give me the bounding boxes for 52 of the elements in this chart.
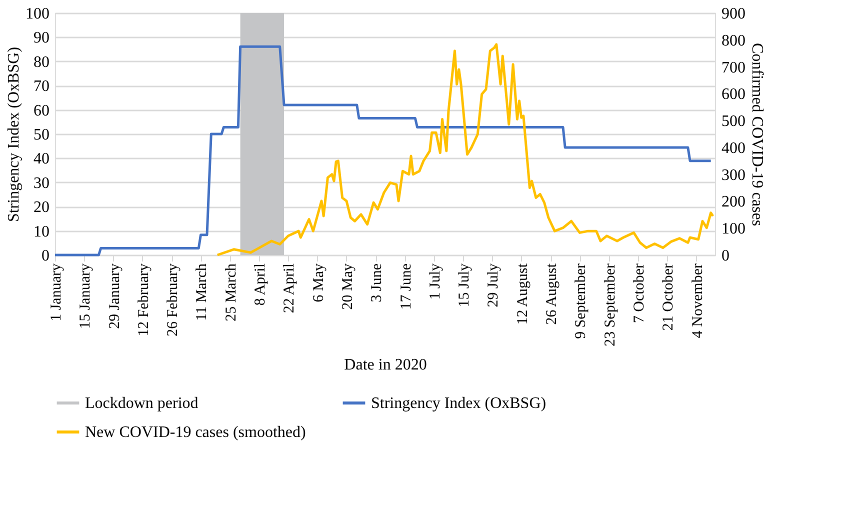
x-tick-label: 25 March: [223, 263, 240, 322]
line-series: [54, 45, 712, 256]
y-tick-label: 80: [34, 54, 50, 71]
y2-tick-label: 300: [722, 166, 746, 184]
x-tick-label: 20 May: [340, 263, 356, 310]
x-tick-label: 6 May: [310, 263, 327, 302]
x-tick-label: 15 July: [456, 263, 473, 308]
legend-label: Lockdown period: [85, 395, 198, 412]
x-tick-label: 12 February: [136, 263, 152, 336]
y-tick-label: 40: [34, 150, 50, 168]
y-tick-label: 10: [34, 223, 50, 240]
y2-tick-label: 800: [722, 32, 746, 50]
x-tick-label: 26 February: [165, 263, 182, 336]
x-tick-label: 29 July: [486, 263, 502, 308]
x-tick-label: 8 April: [252, 264, 269, 306]
y2-tick-label: 900: [722, 6, 746, 22]
x-tick-label: 22 April: [282, 264, 298, 314]
legend-label: New COVID-19 cases (smoothed): [85, 424, 306, 441]
x-tick-label: 3 June: [369, 263, 386, 302]
x-tick-label: 4 November: [690, 263, 706, 338]
y-tick-label: 0: [42, 248, 50, 264]
x-axis-title: Date in 2020: [344, 356, 427, 374]
line-series: [216, 43, 714, 256]
x-tick-label: 15 January: [78, 263, 94, 329]
x-tick-label: 12 August: [514, 262, 531, 325]
x-tick-label: 1 January: [48, 263, 64, 322]
y2-tick-label: 700: [722, 59, 746, 76]
y2-tick-label: 200: [722, 194, 746, 211]
y-axis-title: Stringency Index (OxBSG): [6, 46, 22, 222]
y2-tick-label: 400: [722, 140, 746, 157]
y-tick-label: 90: [34, 30, 50, 47]
y-tick-label: 70: [34, 78, 50, 96]
x-tick-label: 7 October: [631, 263, 648, 324]
x-tick-label: 9 September: [573, 264, 590, 339]
y-tick-label: 30: [34, 174, 50, 192]
x-tick-label: 17 June: [398, 263, 414, 310]
x-tick-label: 11 March: [194, 263, 210, 321]
y2-tick-label: 500: [722, 113, 746, 130]
x-tick-label: 29 January: [106, 263, 123, 329]
x-tick-label: 26 August: [544, 262, 560, 325]
legend-label: Stringency Index (OxBSG): [371, 395, 546, 412]
y-tick-label: 100: [26, 6, 50, 22]
y2-tick-label: 600: [722, 86, 746, 104]
x-tick-label: 23 September: [602, 264, 618, 346]
y2-tick-label: 100: [722, 220, 746, 238]
y-tick-label: 60: [34, 102, 50, 120]
x-tick-label: 1 July: [427, 263, 444, 300]
y2-axis-title: Confirmed COVID-19 cases: [748, 42, 766, 226]
x-tick-label: 21 October: [660, 263, 677, 331]
y-tick-label: 20: [34, 199, 50, 216]
y2-tick-label: 0: [722, 248, 730, 264]
y-tick-label: 50: [34, 126, 50, 144]
